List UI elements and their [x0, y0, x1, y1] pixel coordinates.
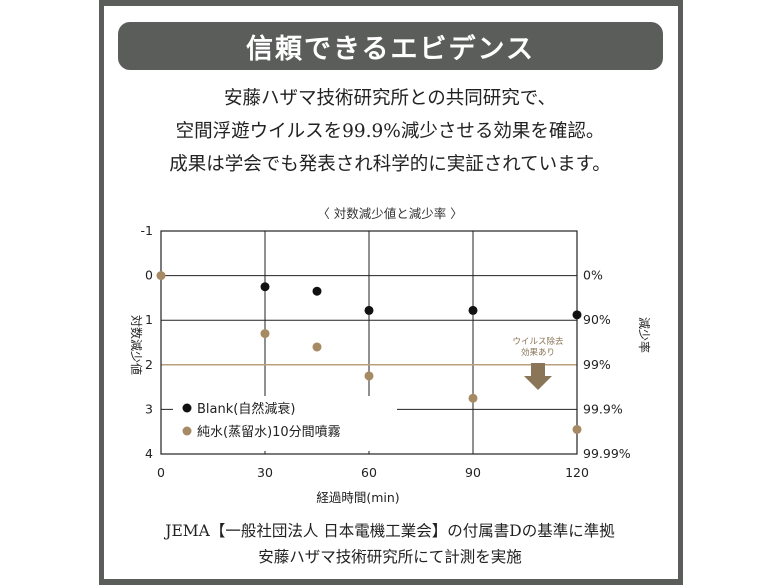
y2-tick-label: 99.9%	[583, 401, 623, 416]
virus-removal-annotation: ウイルス除去 効果あり	[512, 336, 564, 390]
axes: 0 30 60 90 120 -1 0 1 2 3 4 0% 90% 99% 99.9% 99.99%	[141, 223, 631, 480]
y-axis-label: 対数減少値	[129, 315, 144, 375]
water-data-point	[468, 393, 478, 403]
y2-tick-label: 0%	[583, 268, 603, 283]
x-axis-label: 経過時間(min)	[316, 490, 399, 505]
blank-data-point	[572, 310, 582, 320]
legend-label-water: 純水(蒸留水)10分間噴霧	[197, 425, 341, 440]
y-tick-label: 3	[145, 401, 153, 416]
log-reduction-chart: 0 30 60 90 120 -1 0 1 2 3 4 0% 90% 99% 99.9% 99.99% ウイル…	[129, 223, 652, 505]
chart-caption: 〈 対数減少値と減少率 〉	[317, 206, 463, 221]
y-tick-label: 0	[145, 268, 153, 283]
footer-line: 安藤ハザマ技術研究所にて計測を実施	[258, 548, 522, 566]
x-tick-label: 60	[361, 465, 377, 480]
blank-data-point	[260, 282, 270, 292]
content-panel	[104, 6, 678, 579]
y2-axis-label: 減少率	[637, 317, 652, 353]
down-arrow-icon	[524, 363, 552, 390]
intro-line: 空間浮遊ウイルスを99.9%減少させる効果を確認。	[175, 121, 605, 142]
y-tick-label: 4	[145, 446, 153, 461]
intro-line: 成果は学会でも発表され科学的に実証されています。	[169, 154, 611, 175]
water-data-point	[156, 271, 166, 281]
water-data-point	[364, 371, 374, 381]
legend-marker-blank	[182, 403, 192, 413]
legend-background	[173, 396, 397, 451]
blank-data-point	[468, 305, 478, 315]
water-data-point	[260, 329, 270, 339]
legend: Blank(自然減衰) 純水(蒸留水)10分間噴霧	[173, 396, 397, 451]
footer-note: JEMA【一般社団法人 日本電機工業会】の付属書Dの基準に準拠 安藤ハザマ技術研…	[110, 518, 670, 570]
y-tick-label: 2	[145, 357, 153, 372]
x-tick-label: 0	[157, 465, 165, 480]
legend-marker-water	[182, 426, 192, 436]
blank-data-point	[364, 305, 374, 315]
water-data-point	[312, 342, 322, 352]
blank-data-point	[312, 286, 322, 296]
y-tick-label: -1	[141, 223, 153, 238]
y2-tick-label: 99.99%	[583, 446, 631, 461]
intro-text: 安藤ハザマ技術研究所との共同研究で、 空間浮遊ウイルスを99.9%減少させる効果…	[110, 82, 670, 181]
y2-tick-label: 90%	[583, 312, 611, 327]
x-tick-label: 90	[465, 465, 481, 480]
data-points	[156, 271, 582, 434]
intro-line: 安藤ハザマ技術研究所との共同研究で、	[223, 88, 557, 109]
x-tick-label: 30	[257, 465, 273, 480]
annotation-line-2: 効果あり	[521, 347, 555, 358]
annotation-line-1: ウイルス除去	[512, 336, 564, 347]
footer-line: JEMA【一般社団法人 日本電機工業会】の付属書Dの基準に準拠	[165, 522, 615, 540]
y-tick-label: 1	[145, 312, 153, 327]
x-tick-label: 120	[565, 465, 589, 480]
plot-frame	[160, 230, 578, 455]
page-title: 信頼できるエビデンス	[118, 22, 663, 70]
water-data-point	[572, 424, 582, 434]
legend-label-blank: Blank(自然減衰)	[197, 401, 295, 417]
y2-tick-label: 99%	[583, 357, 611, 372]
